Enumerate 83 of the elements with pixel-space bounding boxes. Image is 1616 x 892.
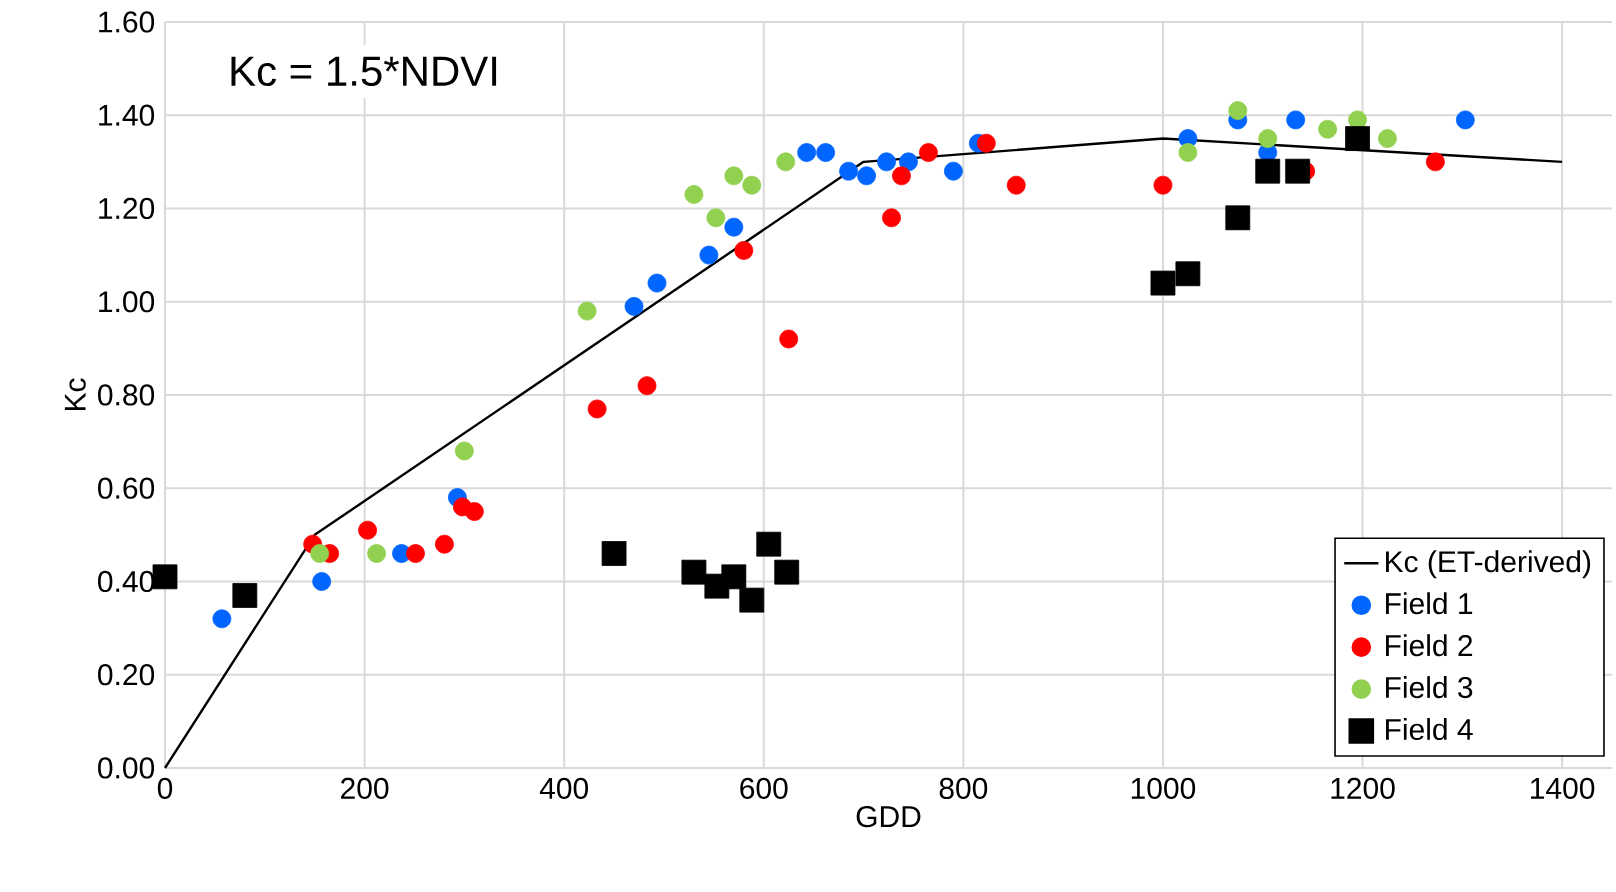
point xyxy=(1286,110,1306,130)
point xyxy=(312,572,332,591)
y-axis-title: Kc xyxy=(64,378,86,411)
point xyxy=(367,544,386,563)
point xyxy=(1150,270,1176,296)
point xyxy=(797,143,817,162)
point xyxy=(358,520,377,540)
point xyxy=(877,152,896,172)
point xyxy=(976,133,996,153)
y-tick-label: 1.00 xyxy=(99,291,155,313)
y-tick-label: 1.60 xyxy=(99,11,155,33)
point xyxy=(857,166,876,186)
point xyxy=(587,399,607,419)
point xyxy=(577,301,597,321)
legend-label: Field 3 xyxy=(1386,676,1473,699)
point xyxy=(742,175,762,195)
point xyxy=(1228,101,1248,120)
point xyxy=(1258,129,1278,148)
x-tick-label: 0 xyxy=(157,777,173,799)
point xyxy=(882,208,901,228)
point xyxy=(1178,143,1198,162)
point xyxy=(724,166,744,186)
point xyxy=(816,143,836,162)
point xyxy=(435,534,454,554)
point xyxy=(684,185,704,204)
x-tick-label: 400 xyxy=(539,777,589,799)
point xyxy=(699,245,719,265)
point xyxy=(734,241,754,260)
point xyxy=(647,273,667,293)
x-axis-title: GDD xyxy=(856,806,921,828)
y-tick-label: 1.40 xyxy=(99,104,155,126)
point xyxy=(943,161,963,181)
point xyxy=(1455,110,1475,130)
x-tick-label: 800 xyxy=(939,777,988,799)
point xyxy=(1175,261,1201,287)
point xyxy=(839,161,858,181)
point xyxy=(1345,126,1370,151)
annotation: Kc = 1.5*NDVI xyxy=(231,56,497,87)
point xyxy=(232,583,258,608)
point xyxy=(756,531,782,557)
point xyxy=(406,544,425,563)
legend-label: Field 4 xyxy=(1386,718,1473,741)
point xyxy=(454,441,474,461)
x-tick-label: 600 xyxy=(740,777,788,799)
point xyxy=(1285,158,1311,184)
y-tick-label: 0.40 xyxy=(98,570,155,593)
point xyxy=(1425,152,1445,172)
point xyxy=(774,559,800,585)
point xyxy=(776,152,796,172)
point xyxy=(152,564,178,590)
x-tick-label: 1400 xyxy=(1531,777,1595,799)
x-tick-label: 200 xyxy=(341,777,389,799)
y-tick-label: 0.20 xyxy=(98,664,155,686)
point xyxy=(899,152,918,172)
y-tick-label: 0.60 xyxy=(98,477,155,499)
point xyxy=(601,541,627,566)
legend-label: Kc (ET-derived) xyxy=(1386,550,1591,579)
point xyxy=(637,376,657,396)
legend-label: Field 2 xyxy=(1386,634,1473,657)
y-tick-label: 0.80 xyxy=(98,384,155,406)
point xyxy=(1255,158,1281,184)
point xyxy=(739,587,765,613)
y-tick-label: 0.00 xyxy=(98,757,155,779)
point xyxy=(721,564,747,590)
x-tick-label: 1000 xyxy=(1131,777,1196,799)
point xyxy=(1378,129,1397,148)
point xyxy=(892,166,911,186)
point xyxy=(1318,119,1337,139)
point xyxy=(624,297,644,316)
point xyxy=(464,502,484,521)
point xyxy=(1225,205,1251,231)
point xyxy=(1006,175,1026,195)
point xyxy=(919,143,938,162)
point xyxy=(706,208,726,228)
point xyxy=(212,609,232,629)
point xyxy=(724,217,744,237)
legend-label: Field 1 xyxy=(1386,592,1473,615)
x-tick-label: 1200 xyxy=(1331,777,1395,799)
point xyxy=(310,544,330,563)
point xyxy=(1153,175,1173,195)
y-tick-label: 1.20 xyxy=(99,197,155,220)
point xyxy=(779,329,799,349)
point xyxy=(681,559,707,585)
